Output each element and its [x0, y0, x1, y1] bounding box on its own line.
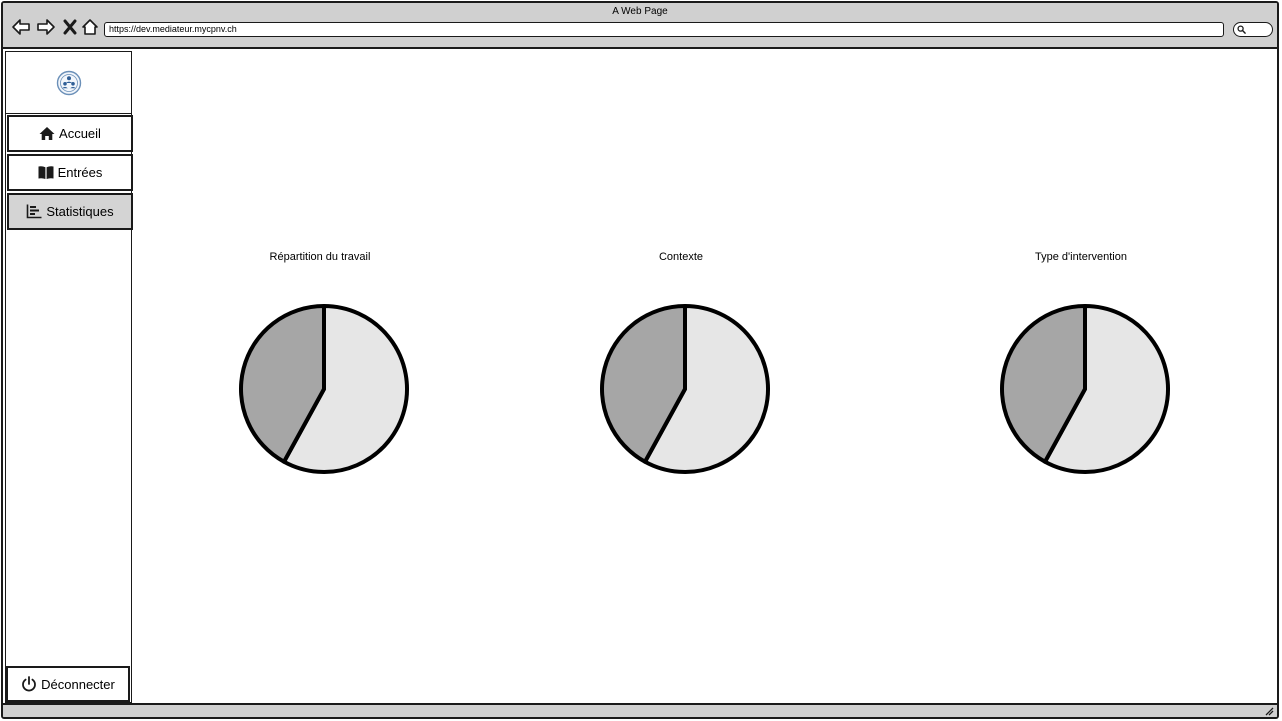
sidebar-item-label: Entrées: [57, 165, 103, 180]
stop-button[interactable]: [60, 17, 80, 37]
chart-title: Type d'intervention: [1035, 251, 1127, 263]
book-icon: [38, 166, 54, 179]
forward-button[interactable]: [36, 17, 56, 37]
sidebar-item-accueil[interactable]: Accueil: [7, 115, 133, 152]
browser-toolbar: A Web Page https://dev.mediateur.mycpnv.…: [3, 3, 1277, 49]
app-logo-icon[interactable]: [56, 70, 82, 96]
pie-slice-0: [282, 304, 409, 474]
sidebar-item-statistiques[interactable]: Statistiques: [7, 193, 133, 230]
pie-chart-svg: [600, 304, 770, 474]
forward-arrow-icon: [37, 19, 55, 35]
chart-title: Répartition du travail: [269, 251, 371, 263]
logout-button[interactable]: Déconnecter: [6, 666, 130, 702]
sidebar: Accueil Entrées Statistiques Déconn: [5, 51, 133, 703]
window-title: A Web Page: [612, 6, 668, 17]
close-icon: [63, 19, 77, 35]
power-icon: [22, 676, 37, 692]
search-icon: [1237, 25, 1246, 34]
bar-chart-icon: [27, 204, 42, 219]
pie-slice-0: [1043, 304, 1170, 474]
home-icon: [39, 127, 55, 140]
pie-chart-type-intervention: Type d'intervention: [961, 251, 1201, 481]
pie-slice-0: [643, 304, 770, 474]
url-input[interactable]: https://dev.mediateur.mycpnv.ch: [104, 22, 1224, 37]
chart-title: Contexte: [658, 251, 704, 263]
sidebar-item-label: Accueil: [59, 126, 101, 141]
resize-grip-icon[interactable]: [1264, 706, 1274, 716]
sidebar-item-entrees[interactable]: Entrées: [7, 154, 133, 191]
logout-label: Déconnecter: [41, 676, 115, 692]
pie-chart-repartition: Répartition du travail: [200, 251, 440, 481]
pie-slice-1: [600, 304, 687, 464]
home-outline-icon: [82, 19, 98, 35]
pie-slice-1: [1000, 304, 1087, 464]
pie-chart-svg: [239, 304, 409, 474]
pie-chart-svg: [1000, 304, 1170, 474]
sidebar-item-label: Statistiques: [46, 204, 114, 219]
status-bar: [3, 703, 1277, 717]
back-button[interactable]: [11, 17, 31, 37]
home-nav-button[interactable]: [80, 17, 100, 37]
pie-chart-contexte: Contexte: [561, 251, 801, 481]
browser-search-field[interactable]: [1233, 22, 1273, 37]
back-arrow-icon: [12, 19, 30, 35]
logo-area: [6, 52, 131, 114]
pie-slice-1: [239, 304, 326, 464]
